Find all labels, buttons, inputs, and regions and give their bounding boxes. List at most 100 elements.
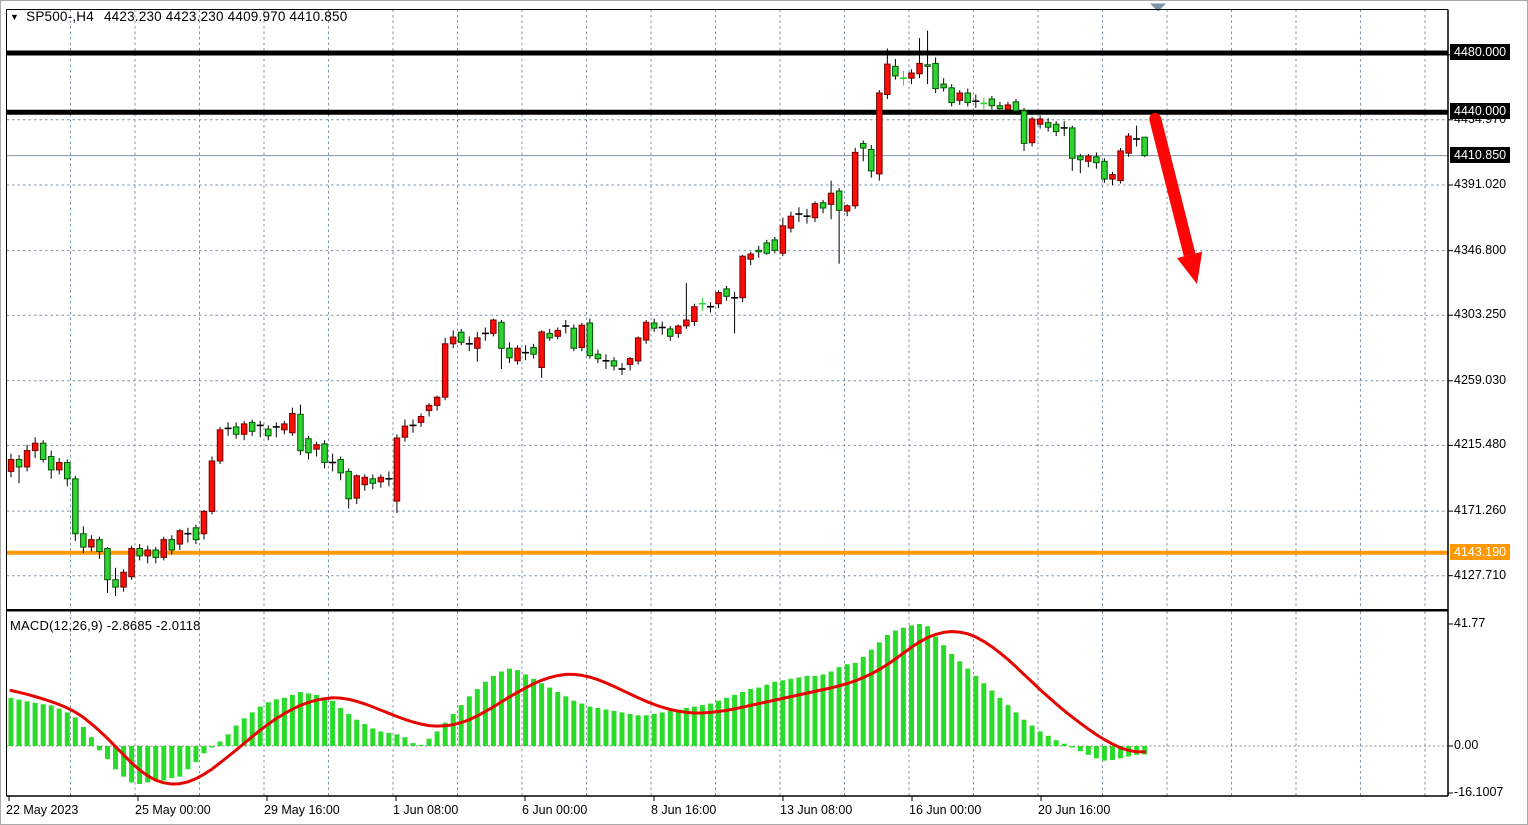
candle-body-bear bbox=[305, 438, 312, 454]
symbol-dropdown-icon[interactable]: ▼ bbox=[10, 11, 20, 22]
price-axis-label: 4391.020 bbox=[1454, 177, 1507, 191]
candle-body-bull bbox=[200, 510, 208, 535]
macd-histogram-bar bbox=[209, 746, 215, 748]
candle-body-bull bbox=[361, 476, 368, 486]
candle-body-bear bbox=[868, 148, 875, 172]
macd-histogram-bar bbox=[507, 668, 512, 746]
candle-body-bear bbox=[458, 331, 465, 343]
macd-histogram-bar bbox=[635, 715, 641, 746]
macd-histogram-bar bbox=[651, 713, 657, 746]
macd-histogram-bar bbox=[732, 694, 738, 746]
macd-histogram-bar bbox=[330, 700, 336, 746]
candle-body-bull bbox=[128, 548, 135, 578]
macd-histogram-bar bbox=[1005, 705, 1011, 746]
macd-histogram-bar bbox=[547, 687, 553, 746]
candle-body-bear bbox=[136, 548, 143, 557]
macd-histogram-bar bbox=[925, 626, 931, 746]
macd-histogram-bar bbox=[1069, 746, 1075, 748]
candle-body-bull bbox=[433, 396, 441, 406]
macd-histogram-bar bbox=[812, 675, 818, 746]
macd-histogram-bar bbox=[362, 724, 368, 746]
macd-histogram-bar bbox=[177, 746, 183, 777]
candle-body-bull bbox=[514, 347, 521, 362]
macd-indicator-label: MACD(12,26,9) -2.8685 -2.0118 bbox=[10, 618, 201, 633]
macd-histogram-bar bbox=[1077, 746, 1083, 752]
macd-histogram-bar bbox=[1118, 746, 1123, 759]
macd-histogram-bar bbox=[193, 746, 199, 763]
macd-histogram-bar bbox=[748, 689, 754, 746]
pane-separator[interactable] bbox=[6, 609, 1449, 612]
macd-histogram-bar bbox=[185, 746, 191, 770]
macd-histogram-bar bbox=[145, 746, 151, 783]
macd-histogram-bar bbox=[643, 715, 649, 746]
candle-body-bull bbox=[811, 203, 819, 219]
candle-body-bear bbox=[47, 456, 55, 471]
price-badge-4440.000: 4440.000 bbox=[1450, 103, 1511, 120]
macd-histogram-bar bbox=[949, 654, 955, 746]
candle-body-bear bbox=[265, 428, 272, 437]
macd-histogram-bar bbox=[1085, 746, 1091, 755]
candle-body-bull bbox=[417, 416, 425, 423]
macd-histogram-bar bbox=[426, 738, 432, 746]
macd-histogram-bar bbox=[957, 661, 963, 746]
macd-histogram-bar bbox=[1061, 743, 1067, 746]
candle-body-bear bbox=[988, 98, 996, 107]
candle-body-bull bbox=[876, 92, 883, 175]
macd-histogram-bar bbox=[876, 642, 882, 746]
candle-body-bear bbox=[892, 65, 899, 77]
macd-histogram-bar bbox=[523, 674, 529, 746]
candle-body-bull bbox=[554, 329, 561, 337]
candle-body-bull bbox=[1117, 150, 1124, 182]
macd-histogram-bar bbox=[16, 699, 22, 746]
macd-histogram-bar bbox=[603, 709, 609, 746]
macd-histogram-bar bbox=[80, 727, 86, 746]
candle-body-bull bbox=[401, 425, 409, 438]
macd-histogram-bar bbox=[981, 683, 987, 746]
time-axis-label: 20 Jun 16:00 bbox=[1038, 803, 1111, 817]
macd-histogram-bar bbox=[225, 734, 231, 746]
time-axis-label: 16 Jun 00:00 bbox=[909, 803, 982, 817]
macd-histogram-bar bbox=[884, 635, 890, 746]
candle-body-bear bbox=[80, 533, 87, 548]
macd-histogram-bar bbox=[611, 710, 617, 746]
macd-histogram-bar bbox=[113, 746, 118, 770]
macd-histogram-bar bbox=[820, 674, 826, 746]
candle-body-bear bbox=[819, 202, 827, 209]
macd-histogram-bar bbox=[740, 692, 746, 746]
price-badge-4480.000: 4480.000 bbox=[1450, 43, 1511, 60]
candle-body-bull bbox=[675, 325, 682, 334]
macd-histogram-bar bbox=[249, 712, 255, 746]
candle-body-bear bbox=[152, 549, 159, 558]
chart-shift-marker-icon[interactable] bbox=[1150, 3, 1166, 12]
candle-body-bear bbox=[860, 143, 867, 149]
macd-histogram-bar bbox=[434, 731, 440, 746]
price-axis-label: 4127.710 bbox=[1454, 567, 1507, 582]
candle-body-bear bbox=[1101, 160, 1108, 180]
macd-histogram-bar bbox=[402, 737, 408, 746]
candle-body-bull bbox=[956, 92, 963, 101]
time-axis-label: 25 May 00:00 bbox=[135, 803, 211, 817]
down-arrow-annotation[interactable] bbox=[1149, 112, 1203, 284]
macd-histogram-bar bbox=[354, 719, 360, 746]
macd-histogram-bar bbox=[48, 705, 54, 746]
macd-histogram-bar bbox=[965, 668, 971, 746]
candle-body-bear bbox=[996, 105, 1004, 110]
candle-body-bear bbox=[1077, 155, 1084, 161]
macd-histogram-bar bbox=[289, 694, 295, 746]
candle-body-bull bbox=[56, 462, 63, 471]
candle-body-bull bbox=[691, 306, 698, 323]
candle-body-bull bbox=[216, 429, 224, 462]
candle-body-bull bbox=[393, 437, 401, 502]
candle-body-bear bbox=[586, 322, 594, 357]
macd-histogram-bar bbox=[88, 737, 94, 746]
candle-body-bull bbox=[7, 459, 15, 472]
candle-body-bull bbox=[1085, 155, 1092, 162]
macd-histogram-bar bbox=[587, 706, 593, 746]
candle-body-bear bbox=[948, 87, 955, 104]
macd-histogram-bar bbox=[394, 734, 400, 746]
macd-histogram-bar bbox=[539, 683, 545, 746]
candle-body-bear bbox=[964, 92, 971, 104]
macd-histogram-bar bbox=[667, 710, 673, 746]
candle-body-bear bbox=[755, 249, 762, 253]
